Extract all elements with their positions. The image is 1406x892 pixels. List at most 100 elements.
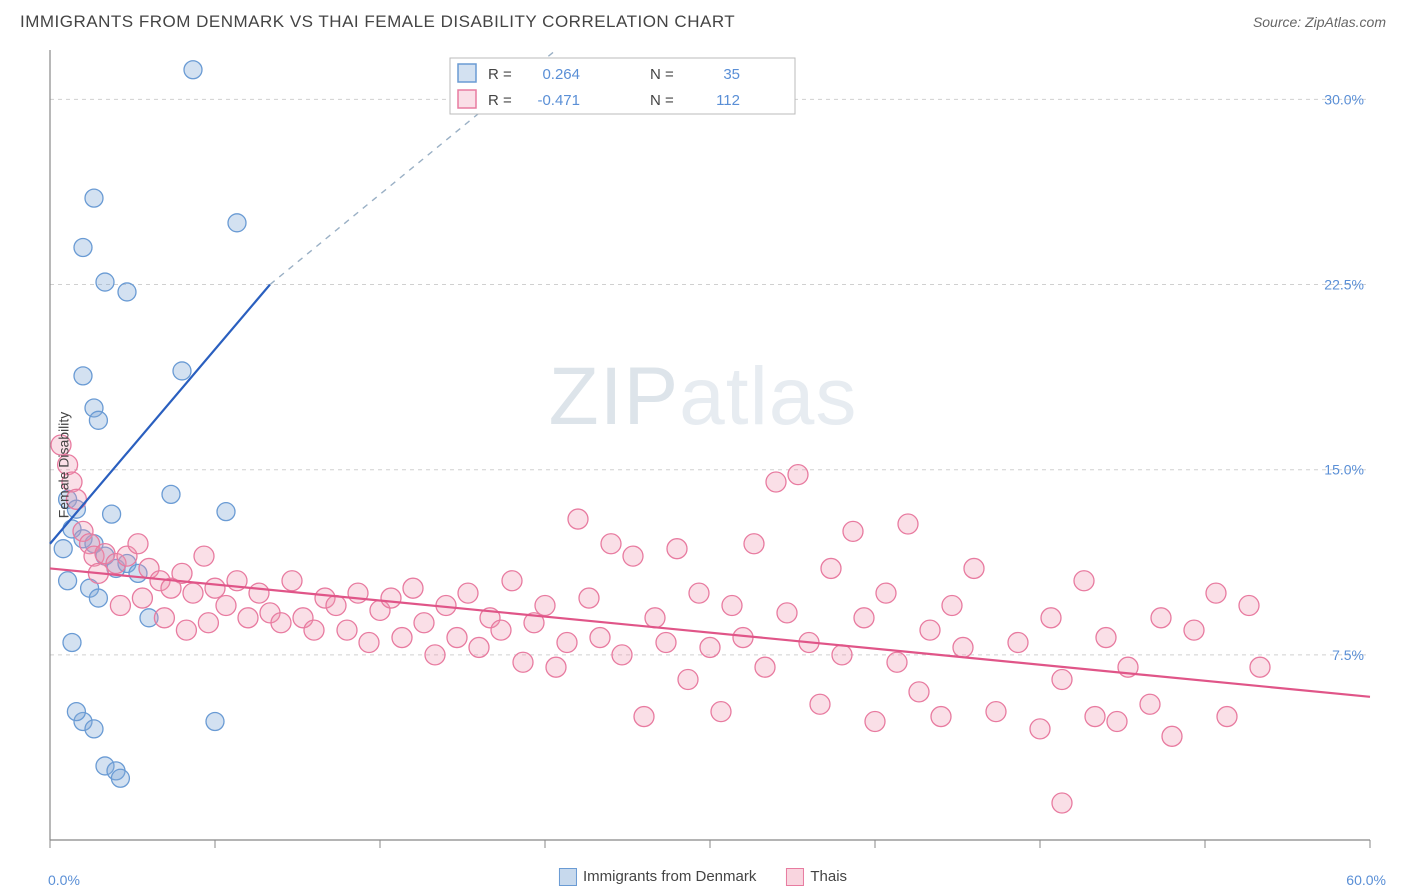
data-point xyxy=(491,620,511,640)
data-point xyxy=(89,589,107,607)
x-axis-min-label: 0.0% xyxy=(48,872,80,888)
data-point xyxy=(909,682,929,702)
data-point xyxy=(942,595,962,615)
data-point xyxy=(502,571,522,591)
data-point xyxy=(1052,670,1072,690)
data-point xyxy=(953,637,973,657)
data-point xyxy=(656,633,676,653)
data-point xyxy=(184,61,202,79)
data-point xyxy=(887,652,907,672)
data-point xyxy=(414,613,434,633)
data-point xyxy=(63,634,81,652)
data-point xyxy=(1162,726,1182,746)
y-axis-label: Female Disability xyxy=(55,412,71,519)
data-point xyxy=(154,608,174,628)
legend-swatch xyxy=(458,64,476,82)
data-point xyxy=(854,608,874,628)
data-point xyxy=(920,620,940,640)
svg-text:30.0%: 30.0% xyxy=(1324,91,1364,107)
series-legend: Immigrants from DenmarkThais xyxy=(559,868,847,886)
data-point xyxy=(110,595,130,615)
data-point xyxy=(623,546,643,566)
data-point xyxy=(667,539,687,559)
data-point xyxy=(513,652,533,672)
data-point xyxy=(579,588,599,608)
data-point xyxy=(198,613,218,633)
data-point xyxy=(601,534,621,554)
data-point xyxy=(568,509,588,529)
data-point xyxy=(535,595,555,615)
data-point xyxy=(1107,712,1127,732)
data-point xyxy=(1041,608,1061,628)
data-point xyxy=(557,633,577,653)
data-point xyxy=(89,411,107,429)
data-point xyxy=(67,703,85,721)
legend-swatch xyxy=(559,868,577,886)
data-point xyxy=(271,613,291,633)
x-axis-max-label: 60.0% xyxy=(1346,872,1386,888)
data-point xyxy=(216,595,236,615)
data-point xyxy=(689,583,709,603)
data-point xyxy=(645,608,665,628)
data-point xyxy=(810,694,830,714)
regression-line-thais xyxy=(50,568,1370,696)
data-point xyxy=(898,514,918,534)
data-point xyxy=(1184,620,1204,640)
data-point xyxy=(964,558,984,578)
data-point xyxy=(986,702,1006,722)
data-point xyxy=(744,534,764,554)
data-point xyxy=(162,485,180,503)
data-point xyxy=(194,546,214,566)
data-point xyxy=(1030,719,1050,739)
data-point xyxy=(118,283,136,301)
data-point xyxy=(249,583,269,603)
data-point xyxy=(700,637,720,657)
data-point xyxy=(85,720,103,738)
svg-text:35: 35 xyxy=(723,66,740,83)
svg-text:112: 112 xyxy=(716,92,740,109)
data-point xyxy=(590,628,610,648)
data-point xyxy=(1250,657,1270,677)
data-point xyxy=(788,465,808,485)
legend-label: Immigrants from Denmark xyxy=(583,868,756,885)
svg-text:15.0%: 15.0% xyxy=(1324,462,1364,478)
svg-text:0.264: 0.264 xyxy=(542,66,580,83)
svg-text:R =: R = xyxy=(488,66,512,83)
header: IMMIGRANTS FROM DENMARK VS THAI FEMALE D… xyxy=(0,0,1406,40)
data-point xyxy=(777,603,797,623)
data-point xyxy=(282,571,302,591)
legend-item: Immigrants from Denmark xyxy=(559,868,756,886)
source-attribution: Source: ZipAtlas.com xyxy=(1253,14,1386,30)
data-point xyxy=(1052,793,1072,813)
data-point xyxy=(678,670,698,690)
data-point xyxy=(128,534,148,554)
svg-text:N =: N = xyxy=(650,66,674,83)
data-point xyxy=(755,657,775,677)
data-point xyxy=(173,362,191,380)
data-point xyxy=(103,505,121,523)
data-point xyxy=(206,713,224,731)
data-point xyxy=(359,633,379,653)
svg-text:7.5%: 7.5% xyxy=(1332,647,1364,663)
data-point xyxy=(931,707,951,727)
data-point xyxy=(1140,694,1160,714)
data-point xyxy=(85,189,103,207)
data-point xyxy=(228,214,246,232)
chart-area: Female Disability ZIPatlas 7.5%15.0%22.5… xyxy=(0,40,1406,890)
data-point xyxy=(304,620,324,640)
svg-text:N =: N = xyxy=(650,92,674,109)
data-point xyxy=(546,657,566,677)
data-point xyxy=(74,367,92,385)
data-point xyxy=(1239,595,1259,615)
chart-title: IMMIGRANTS FROM DENMARK VS THAI FEMALE D… xyxy=(20,12,735,32)
scatter-plot: 7.5%15.0%22.5%30.0%R =0.264N =35R =-0.47… xyxy=(0,40,1406,860)
data-point xyxy=(59,572,77,590)
data-point xyxy=(722,595,742,615)
data-point xyxy=(132,588,152,608)
data-point xyxy=(381,588,401,608)
data-point xyxy=(634,707,654,727)
data-point xyxy=(469,637,489,657)
data-point xyxy=(843,521,863,541)
data-point xyxy=(425,645,445,665)
data-point xyxy=(74,239,92,257)
